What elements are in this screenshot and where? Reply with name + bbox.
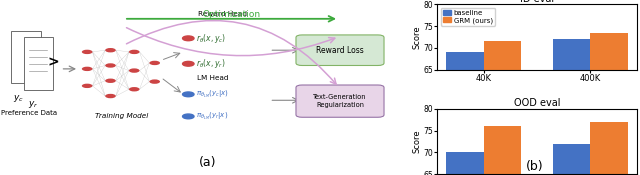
Text: (b): (b) <box>525 160 543 173</box>
Circle shape <box>82 50 92 54</box>
Circle shape <box>182 92 194 97</box>
Title: ID eval: ID eval <box>520 0 554 4</box>
Bar <box>590 122 628 175</box>
Text: $r_\theta(x, y_c)$: $r_\theta(x, y_c)$ <box>196 32 226 45</box>
Circle shape <box>182 36 194 41</box>
Circle shape <box>82 84 92 88</box>
Text: $y_c$: $y_c$ <box>13 93 24 104</box>
Circle shape <box>129 87 140 92</box>
Bar <box>590 33 628 175</box>
Text: Preference Data: Preference Data <box>1 110 57 116</box>
Circle shape <box>105 48 116 52</box>
Circle shape <box>149 61 160 65</box>
Text: Text-Generation
Regularization: Text-Generation Regularization <box>314 94 367 108</box>
Title: OOD eval: OOD eval <box>514 98 560 108</box>
Y-axis label: Score: Score <box>413 25 422 49</box>
FancyBboxPatch shape <box>12 31 41 83</box>
Circle shape <box>105 79 116 83</box>
FancyBboxPatch shape <box>24 37 53 90</box>
Text: $\pi_{\theta_{LM}}(y_r|x)$: $\pi_{\theta_{LM}}(y_r|x)$ <box>196 111 228 122</box>
Bar <box>483 41 521 175</box>
FancyBboxPatch shape <box>296 85 384 117</box>
Circle shape <box>105 63 116 68</box>
Circle shape <box>105 94 116 98</box>
Text: $r_\theta(x, y_r)$: $r_\theta(x, y_r)$ <box>196 57 225 70</box>
Text: LM Head: LM Head <box>197 75 228 81</box>
FancyBboxPatch shape <box>296 35 384 65</box>
Circle shape <box>182 61 194 66</box>
Text: >: > <box>47 55 59 69</box>
Bar <box>553 39 590 175</box>
Text: $y_r$: $y_r$ <box>28 99 38 110</box>
Text: Reward Head: Reward Head <box>198 11 247 17</box>
Circle shape <box>149 79 160 84</box>
Text: (a): (a) <box>199 156 217 169</box>
Text: Optimization: Optimization <box>203 10 260 19</box>
Circle shape <box>82 67 92 71</box>
Y-axis label: Score: Score <box>413 130 422 153</box>
Circle shape <box>129 68 140 73</box>
Circle shape <box>182 114 194 119</box>
Bar <box>483 126 521 175</box>
Circle shape <box>129 50 140 54</box>
Text: Reward Loss: Reward Loss <box>316 46 364 55</box>
Bar <box>446 152 483 175</box>
Bar <box>446 52 483 175</box>
Text: Training Model: Training Model <box>95 113 148 119</box>
Legend: baseline, GRM (ours): baseline, GRM (ours) <box>440 8 495 26</box>
Text: $\pi_{\theta_{LM}}(y_c|x)$: $\pi_{\theta_{LM}}(y_c|x)$ <box>196 89 228 100</box>
Bar <box>553 144 590 175</box>
